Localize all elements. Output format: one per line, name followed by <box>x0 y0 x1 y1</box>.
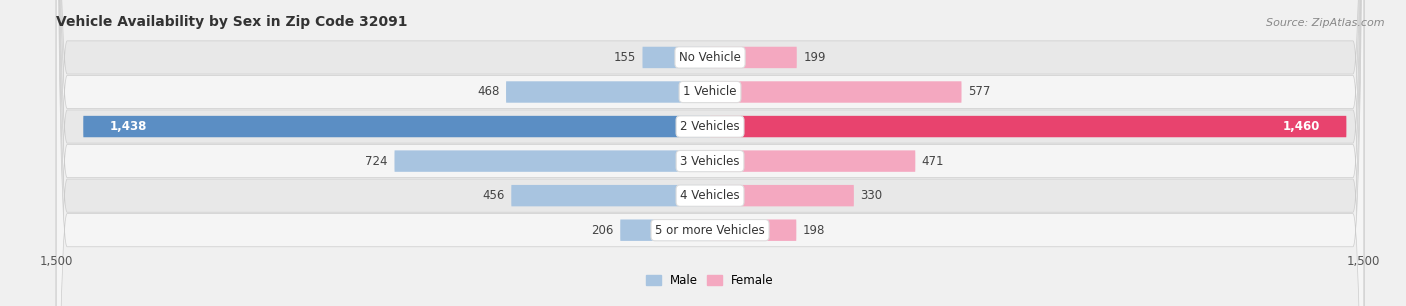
Text: 3 Vehicles: 3 Vehicles <box>681 155 740 168</box>
FancyBboxPatch shape <box>512 185 710 206</box>
FancyBboxPatch shape <box>620 219 710 241</box>
FancyBboxPatch shape <box>710 116 1347 137</box>
Text: 5 or more Vehicles: 5 or more Vehicles <box>655 224 765 237</box>
FancyBboxPatch shape <box>710 47 797 68</box>
Text: 155: 155 <box>613 51 636 64</box>
Text: 577: 577 <box>969 85 990 99</box>
Text: 1,438: 1,438 <box>110 120 146 133</box>
Text: 198: 198 <box>803 224 825 237</box>
FancyBboxPatch shape <box>56 0 1364 306</box>
FancyBboxPatch shape <box>395 150 710 172</box>
Legend: Male, Female: Male, Female <box>641 270 779 292</box>
Text: Vehicle Availability by Sex in Zip Code 32091: Vehicle Availability by Sex in Zip Code … <box>56 15 408 28</box>
Text: 206: 206 <box>592 224 613 237</box>
FancyBboxPatch shape <box>710 81 962 103</box>
Text: 1 Vehicle: 1 Vehicle <box>683 85 737 99</box>
Text: Source: ZipAtlas.com: Source: ZipAtlas.com <box>1267 18 1385 28</box>
Text: 471: 471 <box>922 155 945 168</box>
FancyBboxPatch shape <box>710 150 915 172</box>
FancyBboxPatch shape <box>56 0 1364 306</box>
FancyBboxPatch shape <box>710 185 853 206</box>
FancyBboxPatch shape <box>56 0 1364 306</box>
Text: 330: 330 <box>860 189 883 202</box>
Text: 456: 456 <box>482 189 505 202</box>
Text: 724: 724 <box>366 155 388 168</box>
FancyBboxPatch shape <box>56 0 1364 306</box>
FancyBboxPatch shape <box>506 81 710 103</box>
Text: No Vehicle: No Vehicle <box>679 51 741 64</box>
FancyBboxPatch shape <box>56 0 1364 306</box>
Text: 4 Vehicles: 4 Vehicles <box>681 189 740 202</box>
FancyBboxPatch shape <box>83 116 710 137</box>
Text: 1,460: 1,460 <box>1282 120 1320 133</box>
FancyBboxPatch shape <box>56 0 1364 306</box>
Text: 2 Vehicles: 2 Vehicles <box>681 120 740 133</box>
Text: 468: 468 <box>477 85 499 99</box>
FancyBboxPatch shape <box>643 47 710 68</box>
Text: 199: 199 <box>803 51 825 64</box>
FancyBboxPatch shape <box>710 219 796 241</box>
